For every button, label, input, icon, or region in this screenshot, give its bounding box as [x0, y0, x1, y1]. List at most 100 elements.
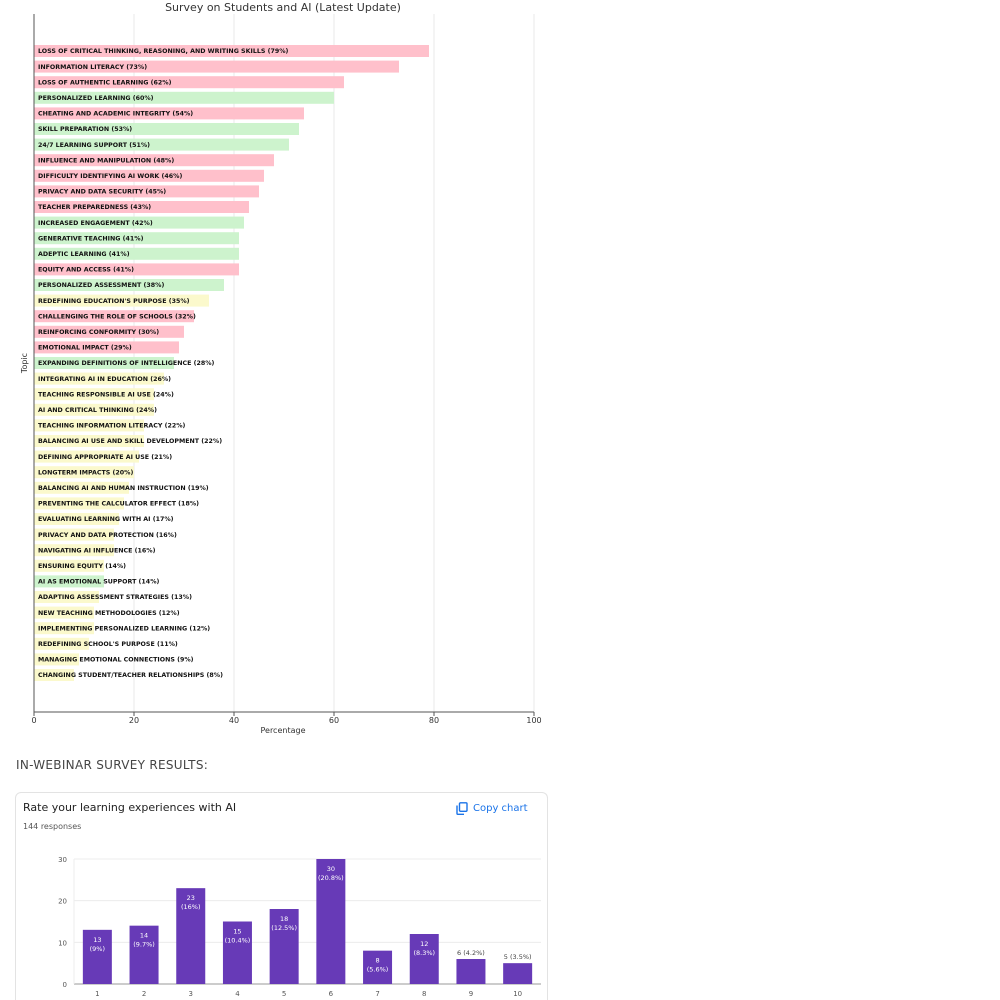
topic-bar — [34, 60, 399, 73]
topic-bar — [34, 169, 264, 182]
topic-bar — [34, 606, 94, 619]
topic-bar-label: PERSONALIZED LEARNING (60%) — [38, 95, 154, 102]
topic-bar-label: EQUITY AND ACCESS (41%) — [38, 267, 134, 274]
rating-bar — [82, 929, 112, 984]
y-tick-label: 10 — [58, 939, 67, 947]
topic-bar-label: TEACHER PREPAREDNESS (43%) — [38, 204, 151, 211]
topic-bar — [34, 513, 119, 525]
data-label: (9.7%) — [133, 941, 155, 949]
topic-bar-label: PREVENTING THE CALCULATOR EFFECT (18%) — [38, 501, 199, 508]
x-tick-label: 20 — [129, 716, 139, 725]
topic-bar-label: PRIVACY AND DATA SECURITY (45%) — [38, 189, 166, 196]
data-label: (10.4%) — [225, 937, 251, 945]
topic-bar-label: INCREASED ENGAGEMENT (42%) — [38, 220, 153, 227]
topic-bar-label: MANAGING EMOTIONAL CONNECTIONS (9%) — [38, 657, 194, 664]
topic-bar-label: LONGTERM IMPACTS (20%) — [38, 469, 133, 476]
data-label: 30 — [327, 865, 335, 873]
topic-bar-label: ADAPTING ASSESSMENT STRATEGIES (13%) — [38, 594, 192, 601]
topic-bar — [34, 310, 194, 323]
topic-bar-label: TEACHING INFORMATION LITERACY (22%) — [38, 423, 186, 430]
topic-bar-label: DEFINING APPROPRIATE AI USE (21%) — [38, 454, 172, 461]
topic-bar-label: REDEFINING SCHOOL'S PURPOSE (11%) — [38, 641, 178, 648]
data-label: 14 — [140, 932, 148, 940]
topic-bar — [34, 481, 129, 494]
topic-bar — [34, 559, 104, 572]
topic-bar-label: INFORMATION LITERACY (73%) — [38, 64, 147, 71]
data-label: 5 (3.5%) — [504, 953, 532, 961]
copy-chart-button[interactable]: Copy chart — [456, 799, 528, 817]
topic-bar — [34, 403, 154, 416]
x-axis-title: Percentage — [260, 726, 305, 735]
survey-results-heading: IN-WEBINAR SURVEY RESULTS: — [16, 758, 209, 772]
response-count: 144 responses — [23, 822, 82, 831]
topic-bar — [34, 45, 429, 57]
rating-bar — [456, 959, 486, 984]
topic-bar — [34, 341, 179, 354]
topic-bar-label: IMPLEMENTING PERSONALIZED LEARNING (12%) — [38, 625, 210, 632]
topic-bar — [34, 450, 139, 463]
topic-bar — [34, 637, 89, 650]
x-tick-label: 60 — [329, 716, 339, 725]
data-label: (20.8%) — [318, 874, 344, 882]
topic-bar — [34, 76, 344, 89]
rating-bar — [363, 950, 393, 984]
rating-bar — [222, 921, 252, 984]
data-label: (8.3%) — [413, 949, 435, 957]
topic-bar — [34, 435, 144, 447]
topic-bar — [34, 201, 249, 213]
topic-bar-label: CHANGING STUDENT/TEACHER RELATIONSHIPS (… — [38, 672, 223, 679]
topic-bar-label: EMOTIONAL IMPACT (29%) — [38, 345, 132, 352]
y-axis-title: Topic — [20, 353, 29, 374]
x-tick-label: 3 — [189, 990, 193, 998]
topic-bar-label: TEACHING RESPONSIBLE AI USE (24%) — [38, 391, 174, 398]
topic-bar — [34, 653, 79, 666]
topic-bar-label: AI AS EMOTIONAL SUPPORT (14%) — [38, 579, 160, 586]
topic-bar — [34, 357, 174, 369]
topic-bar — [34, 591, 99, 603]
y-tick-label: 20 — [58, 898, 67, 906]
data-label: 6 (4.2%) — [457, 949, 485, 957]
x-tick-label: 100 — [526, 716, 541, 725]
copy-chart-label: Copy chart — [473, 802, 528, 814]
x-tick-label: 0 — [31, 716, 36, 725]
card-title: Rate your learning experiences with AI — [23, 801, 237, 814]
topic-bar — [34, 466, 134, 479]
topic-bar — [34, 325, 184, 338]
topic-bar — [34, 388, 154, 401]
chart-title: Survey on Students and AI (Latest Update… — [165, 1, 401, 14]
topic-bar — [34, 279, 224, 291]
x-tick-label: 5 — [282, 990, 286, 998]
topic-bar-label: GENERATIVE TEACHING (41%) — [38, 235, 144, 242]
topic-bar — [34, 544, 114, 557]
topic-bar-label: NEW TEACHING METHODOLOGIES (12%) — [38, 610, 180, 617]
topic-bar — [34, 185, 259, 198]
topic-bar-label: SKILL PREPARATION (53%) — [38, 126, 132, 133]
topic-bar — [34, 372, 164, 385]
topic-bar-label: NAVIGATING AI INFLUENCE (16%) — [38, 547, 156, 554]
topic-bar — [34, 528, 114, 541]
topic-bar-label: INFLUENCE AND MANIPULATION (48%) — [38, 157, 174, 164]
topic-bar-chart: LOSS OF CRITICAL THINKING, REASONING, AN… — [20, 1, 542, 735]
rating-bar-chart: 0 10 20 30 13(9%) 1 14(9.7%) 2 23(16%) 3 15(10.4%)… — [58, 856, 541, 998]
topic-bar — [34, 497, 124, 510]
topic-bar — [34, 263, 239, 276]
topic-bar — [34, 154, 274, 167]
topic-bar-label: CHALLENGING THE ROLE OF SCHOOLS (32%) — [38, 313, 196, 320]
copy-icon — [456, 801, 468, 815]
rating-bar — [503, 963, 533, 984]
rating-bar — [409, 934, 439, 984]
data-label: 13 — [93, 936, 101, 944]
data-label: 23 — [187, 894, 195, 902]
topic-bar-label: INTEGRATING AI IN EDUCATION (26%) — [38, 376, 171, 383]
rating-bar — [269, 909, 299, 984]
topic-bar-label: ADEPTIC LEARNING (41%) — [38, 251, 130, 258]
x-tick-label: 9 — [469, 990, 473, 998]
topic-bar-label: BALANCING AI USE AND SKILL DEVELOPMENT (… — [38, 438, 222, 445]
topic-bar-label: CHEATING AND ACADEMIC INTEGRITY (54%) — [38, 111, 193, 118]
topic-bar-label: PRIVACY AND DATA PROTECTION (16%) — [38, 532, 177, 539]
y-tick-label: 0 — [63, 981, 67, 989]
x-tick-label: 10 — [513, 990, 522, 998]
rating-bar — [316, 859, 346, 984]
data-label: 8 — [375, 957, 379, 965]
topic-bar-label: PERSONALIZED ASSESSMENT (38%) — [38, 282, 164, 289]
